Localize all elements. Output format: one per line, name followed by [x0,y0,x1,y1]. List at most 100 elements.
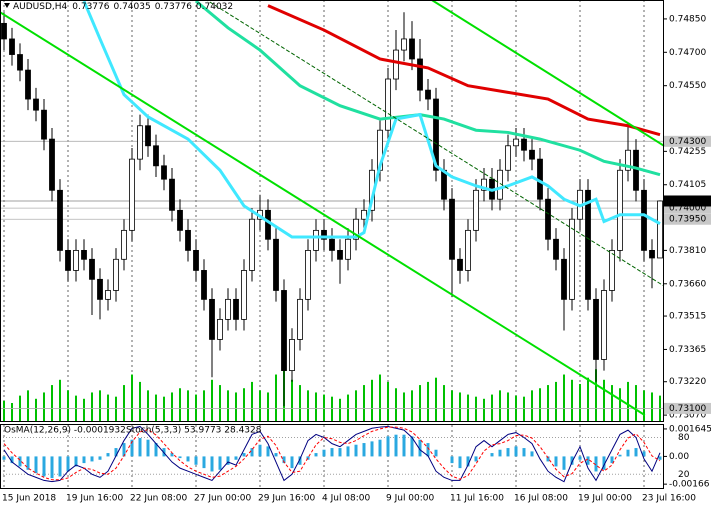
candle-body [585,189,591,300]
osma-bar [114,448,118,457]
osma-bar [58,456,62,477]
osma-bar [74,456,78,467]
x-tick-label: 19 Jun 16:00 [66,494,123,504]
volume-bar [403,392,405,422]
candle-body [57,189,63,251]
volume-bar [475,396,477,422]
candle-body [81,249,87,260]
osma-bar [330,448,334,457]
volume-bar [67,390,69,422]
osma-bar [170,453,174,457]
volume-bar [147,390,149,422]
osma-bar [122,443,126,457]
close-value: 0.74032 [196,2,233,12]
volume-bar [83,398,85,422]
volume-bar [611,385,613,422]
osma-bar [18,456,22,467]
volume-bar [291,379,293,422]
volume-bar [507,392,509,422]
osma-bar [370,441,374,457]
moving-average [195,0,661,177]
osma-bar [378,439,382,457]
candle-body [329,238,335,251]
osma-bar [42,456,46,477]
stoch-label: Stoch(5,3,3) 53.9773 28.4328 [126,426,262,436]
osma-bar [82,456,86,464]
volume-bar [187,390,189,422]
level-box [664,202,711,214]
y2-tick-label: 20 [678,470,690,480]
x-tick-label: 19 Jul 00:00 [578,494,632,504]
candle-body [385,78,391,131]
candle-body [65,249,71,271]
y-tick-label: 0.74255 [669,147,706,157]
low-value: 0.73776 [155,2,192,12]
osma-bar [34,456,38,474]
osma-bar [498,449,502,457]
level-label: 0.74032 [669,196,706,206]
osma-bar [10,456,14,464]
volume-bar [35,398,37,422]
candle-body [441,169,447,200]
y-tick-label: 0.74700 [669,48,706,58]
osma-bar [234,456,238,460]
candle-body [281,290,287,371]
osma-bar [362,443,366,457]
oscillator-frame [0,424,664,489]
candle-body [17,54,23,71]
x-tick-label: 23 Jul 16:00 [642,494,696,504]
osma-bar [290,456,294,469]
osma-bar [354,444,358,457]
osma-bar [586,456,590,465]
candle-body [49,138,55,191]
y-tick-label: 0.74105 [669,180,706,190]
x-tick-label: 22 Jun 08:00 [130,494,187,504]
volume-bar [243,388,245,422]
high-value: 0.74035 [113,2,150,12]
osma-bar [634,448,638,457]
x-tick-label: 27 Jun 00:00 [194,494,251,504]
candle-body [513,138,519,147]
osma-bar [26,456,30,470]
candle-body [649,249,655,259]
osma-bar [50,456,54,479]
level-label: 0.74300 [669,137,706,147]
candle-body [89,258,95,280]
volume-bar [51,385,53,422]
candle-body [593,298,599,360]
volume-bar [315,392,317,422]
candle-body [265,209,271,240]
volume-bar [203,390,205,422]
volume-bar [539,388,541,422]
candle-body [449,198,455,260]
price-frame [0,0,664,422]
volume-bar [139,381,141,422]
candle-body [297,298,303,340]
volume-bar [371,379,373,422]
osma-bar [594,456,598,472]
candle-body [145,125,151,147]
volume-bar [179,388,181,422]
volume-bar [651,392,653,422]
osma-bar [530,451,534,457]
osma-bar [274,453,278,457]
volume-bar [299,385,301,422]
osma-bar [226,456,230,465]
volume-bar [331,396,333,422]
candle-body [217,318,223,340]
level-box [664,195,711,207]
volume-bar [307,390,309,422]
x-tick-label: 16 Jul 08:00 [514,494,568,504]
volume-bar [451,390,453,422]
osma-bar [90,456,94,462]
volume-bar [427,381,429,422]
x-tick-label: 4 Jul 08:00 [322,494,371,504]
osma-bar [194,456,198,465]
osma-bar [642,451,646,457]
x-tick-label: 29 Jun 16:00 [258,494,315,504]
candle-body [121,229,127,260]
osma-bar [66,456,70,472]
osma-bar [450,456,454,464]
osma-bar [490,453,494,457]
volume-bar [163,396,165,422]
